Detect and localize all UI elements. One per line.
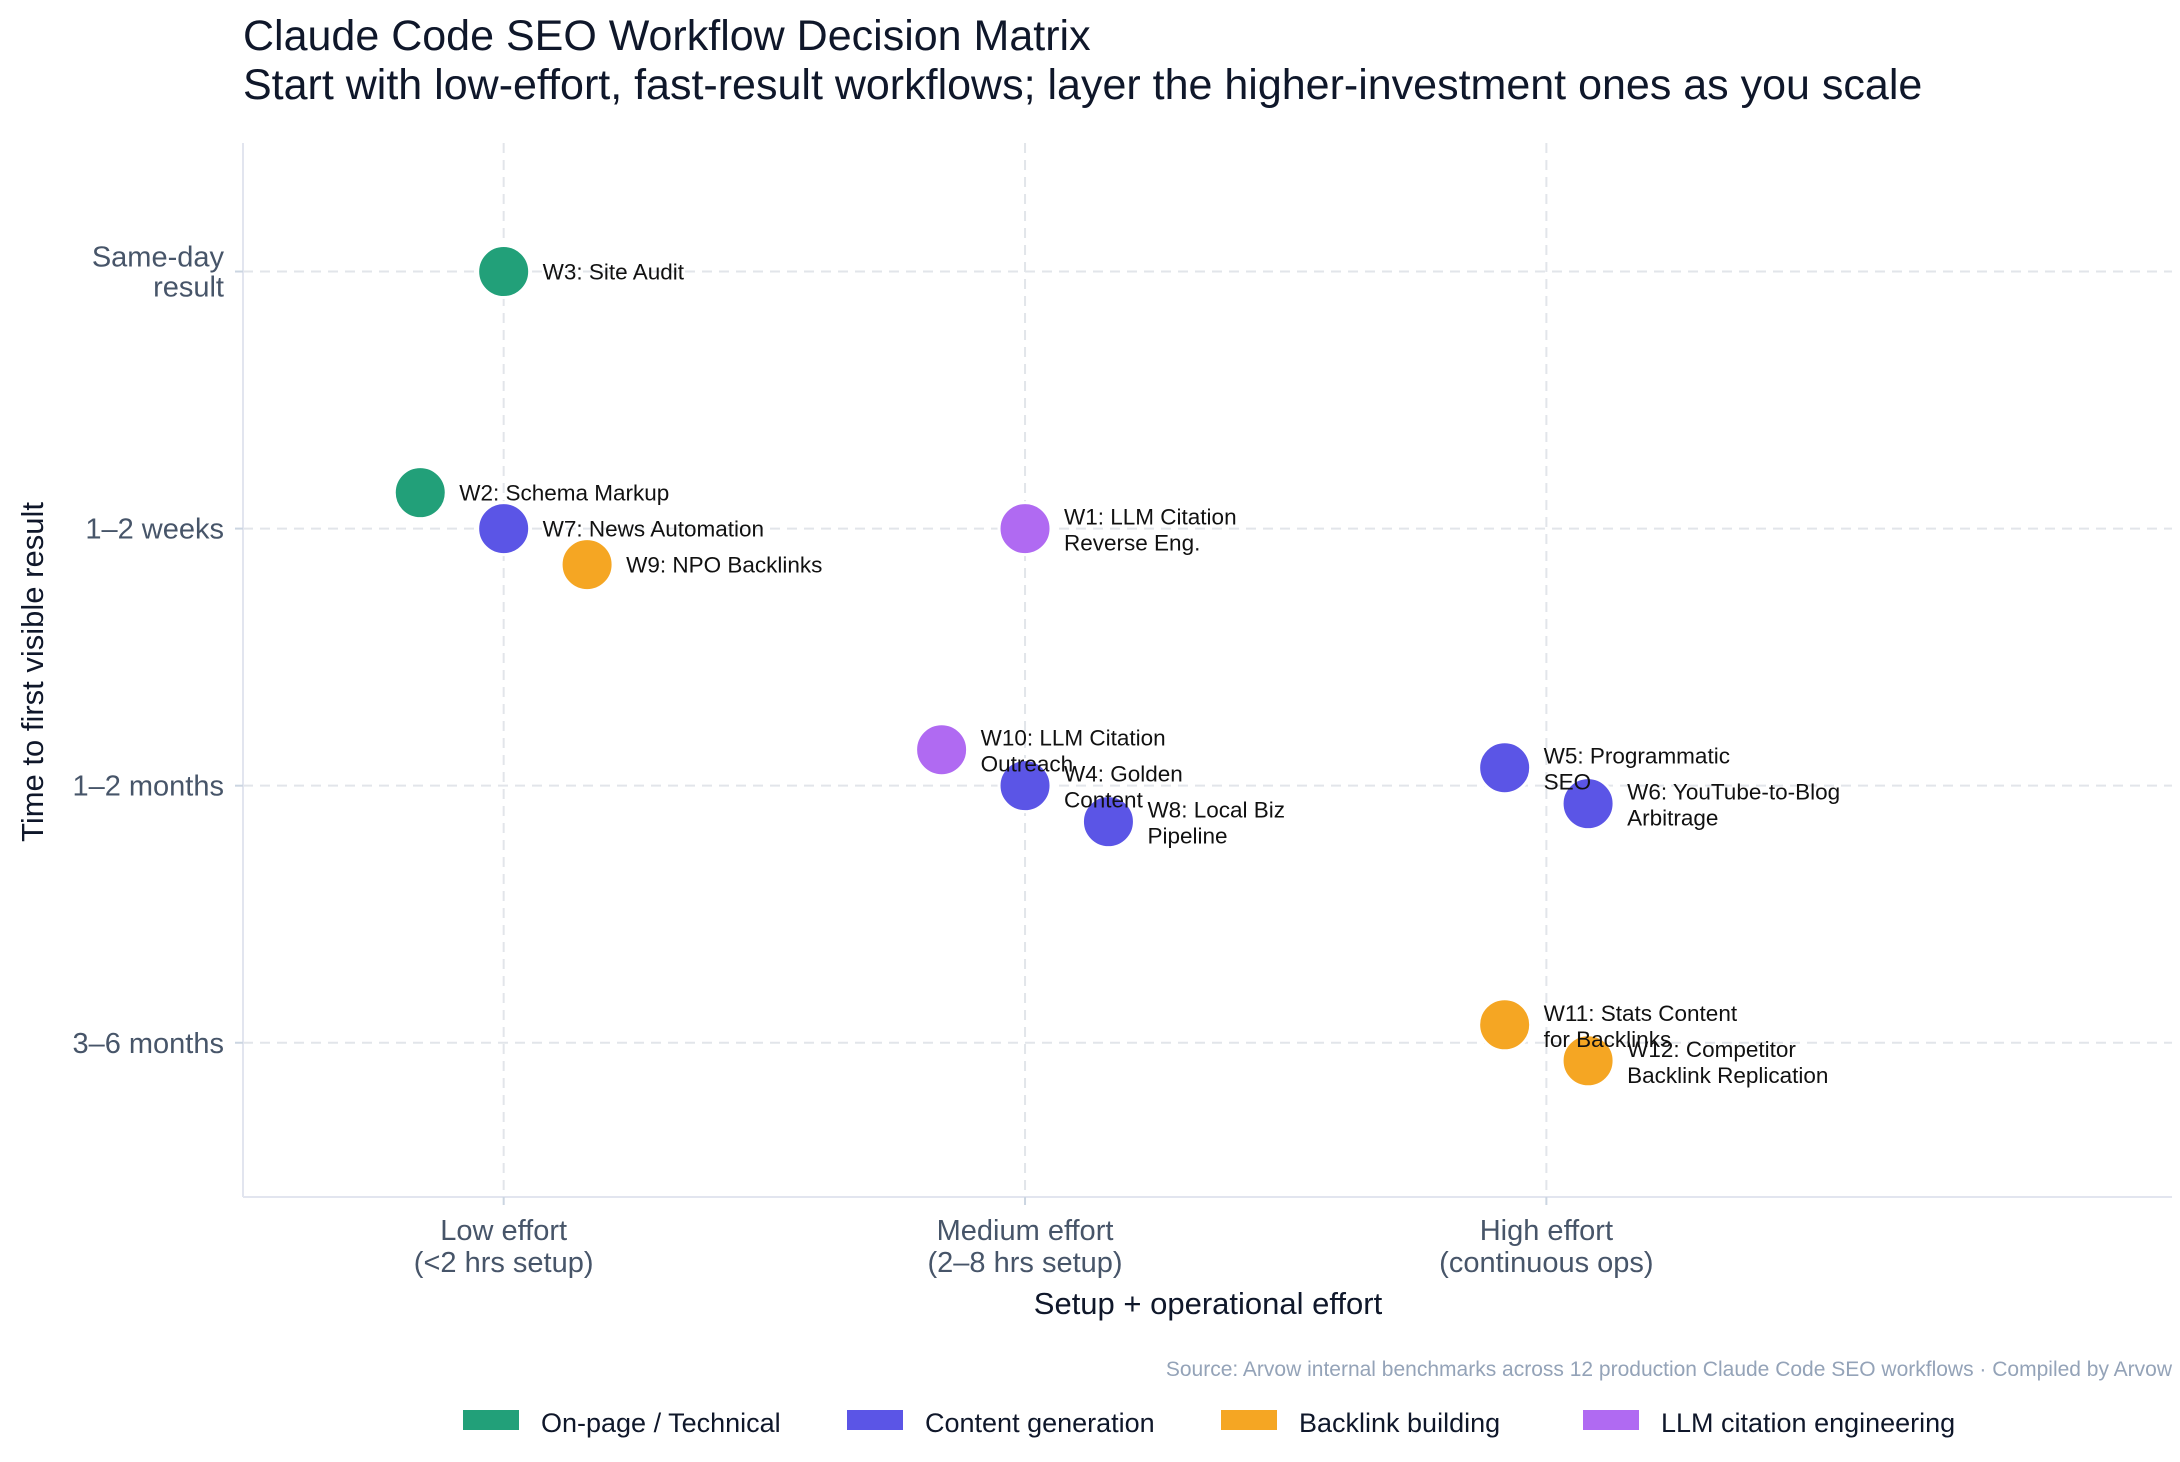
point-label-w11: W11: Stats Content for Backlinks	[1544, 1001, 1738, 1052]
scatter-points	[392, 244, 1616, 1089]
point-label-line: for Backlinks	[1544, 1027, 1672, 1052]
legend: On-page / Technical Content generation Bac…	[463, 1408, 1955, 1438]
point-label-line: W5: Programmatic	[1544, 744, 1730, 769]
y-tick-label-line: 3–6 months	[72, 1028, 224, 1060]
legend-swatch	[1221, 1410, 1277, 1430]
x-tick-label: Low effort (<2 hrs setup)	[414, 1215, 594, 1279]
y-tick-label: Same-day result	[92, 242, 225, 304]
point-label-line: W7: News Automation	[543, 517, 764, 542]
point-label-w7: W7: News Automation	[543, 517, 764, 542]
point-label-line: W8: Local Biz	[1147, 798, 1285, 823]
legend-label: LLM citation engineering	[1661, 1408, 1955, 1438]
x-tick-label-line: High effort	[1480, 1215, 1613, 1247]
point-w3	[476, 244, 532, 300]
point-label-line: W6: YouTube-to-Blog	[1627, 780, 1840, 805]
point-w12	[1560, 1033, 1616, 1089]
y-tick-label-line: 1–2 weeks	[85, 514, 224, 546]
x-axis-label: Setup + operational effort	[1034, 1286, 1383, 1321]
point-label-line: Pipeline	[1147, 824, 1227, 849]
y-tick-label: 3–6 months	[72, 1028, 224, 1060]
x-tick-label: Medium effort (2–8 hrs setup)	[928, 1215, 1123, 1279]
point-w4	[997, 758, 1053, 814]
y-tick-label: 1–2 months	[72, 771, 224, 803]
point-label-line: SEO	[1544, 770, 1592, 795]
point-label-w8: W8: Local Biz Pipeline	[1147, 798, 1285, 849]
point-label-line: Backlink Replication	[1627, 1063, 1828, 1088]
source-note: Source: Arvow internal benchmarks across…	[1166, 1358, 2173, 1381]
y-tick-label-line: 1–2 months	[72, 771, 224, 803]
point-label-w3: W3: Site Audit	[543, 260, 685, 285]
point-label-line: W11: Stats Content	[1544, 1001, 1738, 1026]
point-w11	[1477, 997, 1533, 1053]
x-tick-label-line: (continuous ops)	[1439, 1247, 1653, 1279]
point-label-w10: W10: LLM Citation Outreach	[981, 726, 1166, 777]
point-w10	[914, 722, 970, 778]
point-w8	[1080, 794, 1136, 850]
point-label-line: W12: Competitor	[1627, 1037, 1796, 1062]
x-tick-label-line: Medium effort	[937, 1215, 1114, 1247]
point-label-w1: W1: LLM Citation Reverse Eng.	[1064, 505, 1237, 556]
point-label-line: W2: Schema Markup	[459, 481, 669, 506]
point-label-line: W3: Site Audit	[543, 260, 685, 285]
point-label-line: Outreach	[981, 752, 1074, 777]
x-tick-label: High effort (continuous ops)	[1439, 1215, 1653, 1279]
point-w5	[1477, 740, 1533, 796]
point-label-w2: W2: Schema Markup	[459, 481, 669, 506]
point-w1	[997, 501, 1053, 557]
point-label-line: Content	[1064, 788, 1144, 813]
y-tick-label-line: result	[153, 272, 224, 304]
x-tick-label-line: Low effort	[440, 1215, 567, 1247]
x-ticks: Low effort (<2 hrs setup) Medium effort (2–…	[414, 1197, 1654, 1279]
chart-title: Claude Code SEO Workflow Decision Matrix	[243, 12, 1091, 60]
x-tick-label-line: (2–8 hrs setup)	[928, 1247, 1123, 1279]
point-labels: W1: LLM Citation Reverse Eng. W2: Schema M…	[459, 260, 1840, 1088]
point-w6	[1560, 776, 1616, 832]
point-label-line: W1: LLM Citation	[1064, 505, 1237, 530]
point-label-w5: W5: Programmatic SEO	[1544, 744, 1730, 795]
point-w2	[392, 465, 448, 521]
legend-swatch	[1583, 1410, 1639, 1430]
point-label-line: W4: Golden	[1064, 762, 1183, 787]
point-label-line: Reverse Eng.	[1064, 531, 1200, 556]
grid-layer	[243, 143, 2172, 1197]
point-label-w12: W12: Competitor Backlink Replication	[1627, 1037, 1828, 1088]
point-label-w9: W9: NPO Backlinks	[626, 553, 822, 578]
legend-swatch	[463, 1410, 519, 1430]
point-label-line: Arbitrage	[1627, 806, 1718, 831]
y-axis-label: Time to first visible result	[15, 502, 50, 842]
legend-swatch	[847, 1410, 903, 1430]
plot-frame	[242, 143, 2172, 1198]
point-w9	[559, 537, 615, 593]
legend-label: On-page / Technical	[541, 1408, 781, 1438]
point-label-line: W9: NPO Backlinks	[626, 553, 822, 578]
legend-label: Backlink building	[1299, 1408, 1500, 1438]
y-ticks: Same-day result 1–2 weeks 1–2 months 3–6 mon…	[72, 242, 243, 1060]
point-w7	[476, 501, 532, 557]
point-label-w4: W4: Golden Content	[1064, 762, 1183, 813]
chart-subtitle: Start with low-effort, fast-result workf…	[243, 61, 1922, 109]
y-tick-label: 1–2 weeks	[85, 514, 224, 546]
legend-label: Content generation	[925, 1408, 1155, 1438]
y-tick-label-line: Same-day	[92, 242, 225, 274]
point-label-line: W10: LLM Citation	[981, 726, 1166, 751]
x-tick-label-line: (<2 hrs setup)	[414, 1247, 594, 1279]
point-label-w6: W6: YouTube-to-Blog Arbitrage	[1627, 780, 1840, 831]
